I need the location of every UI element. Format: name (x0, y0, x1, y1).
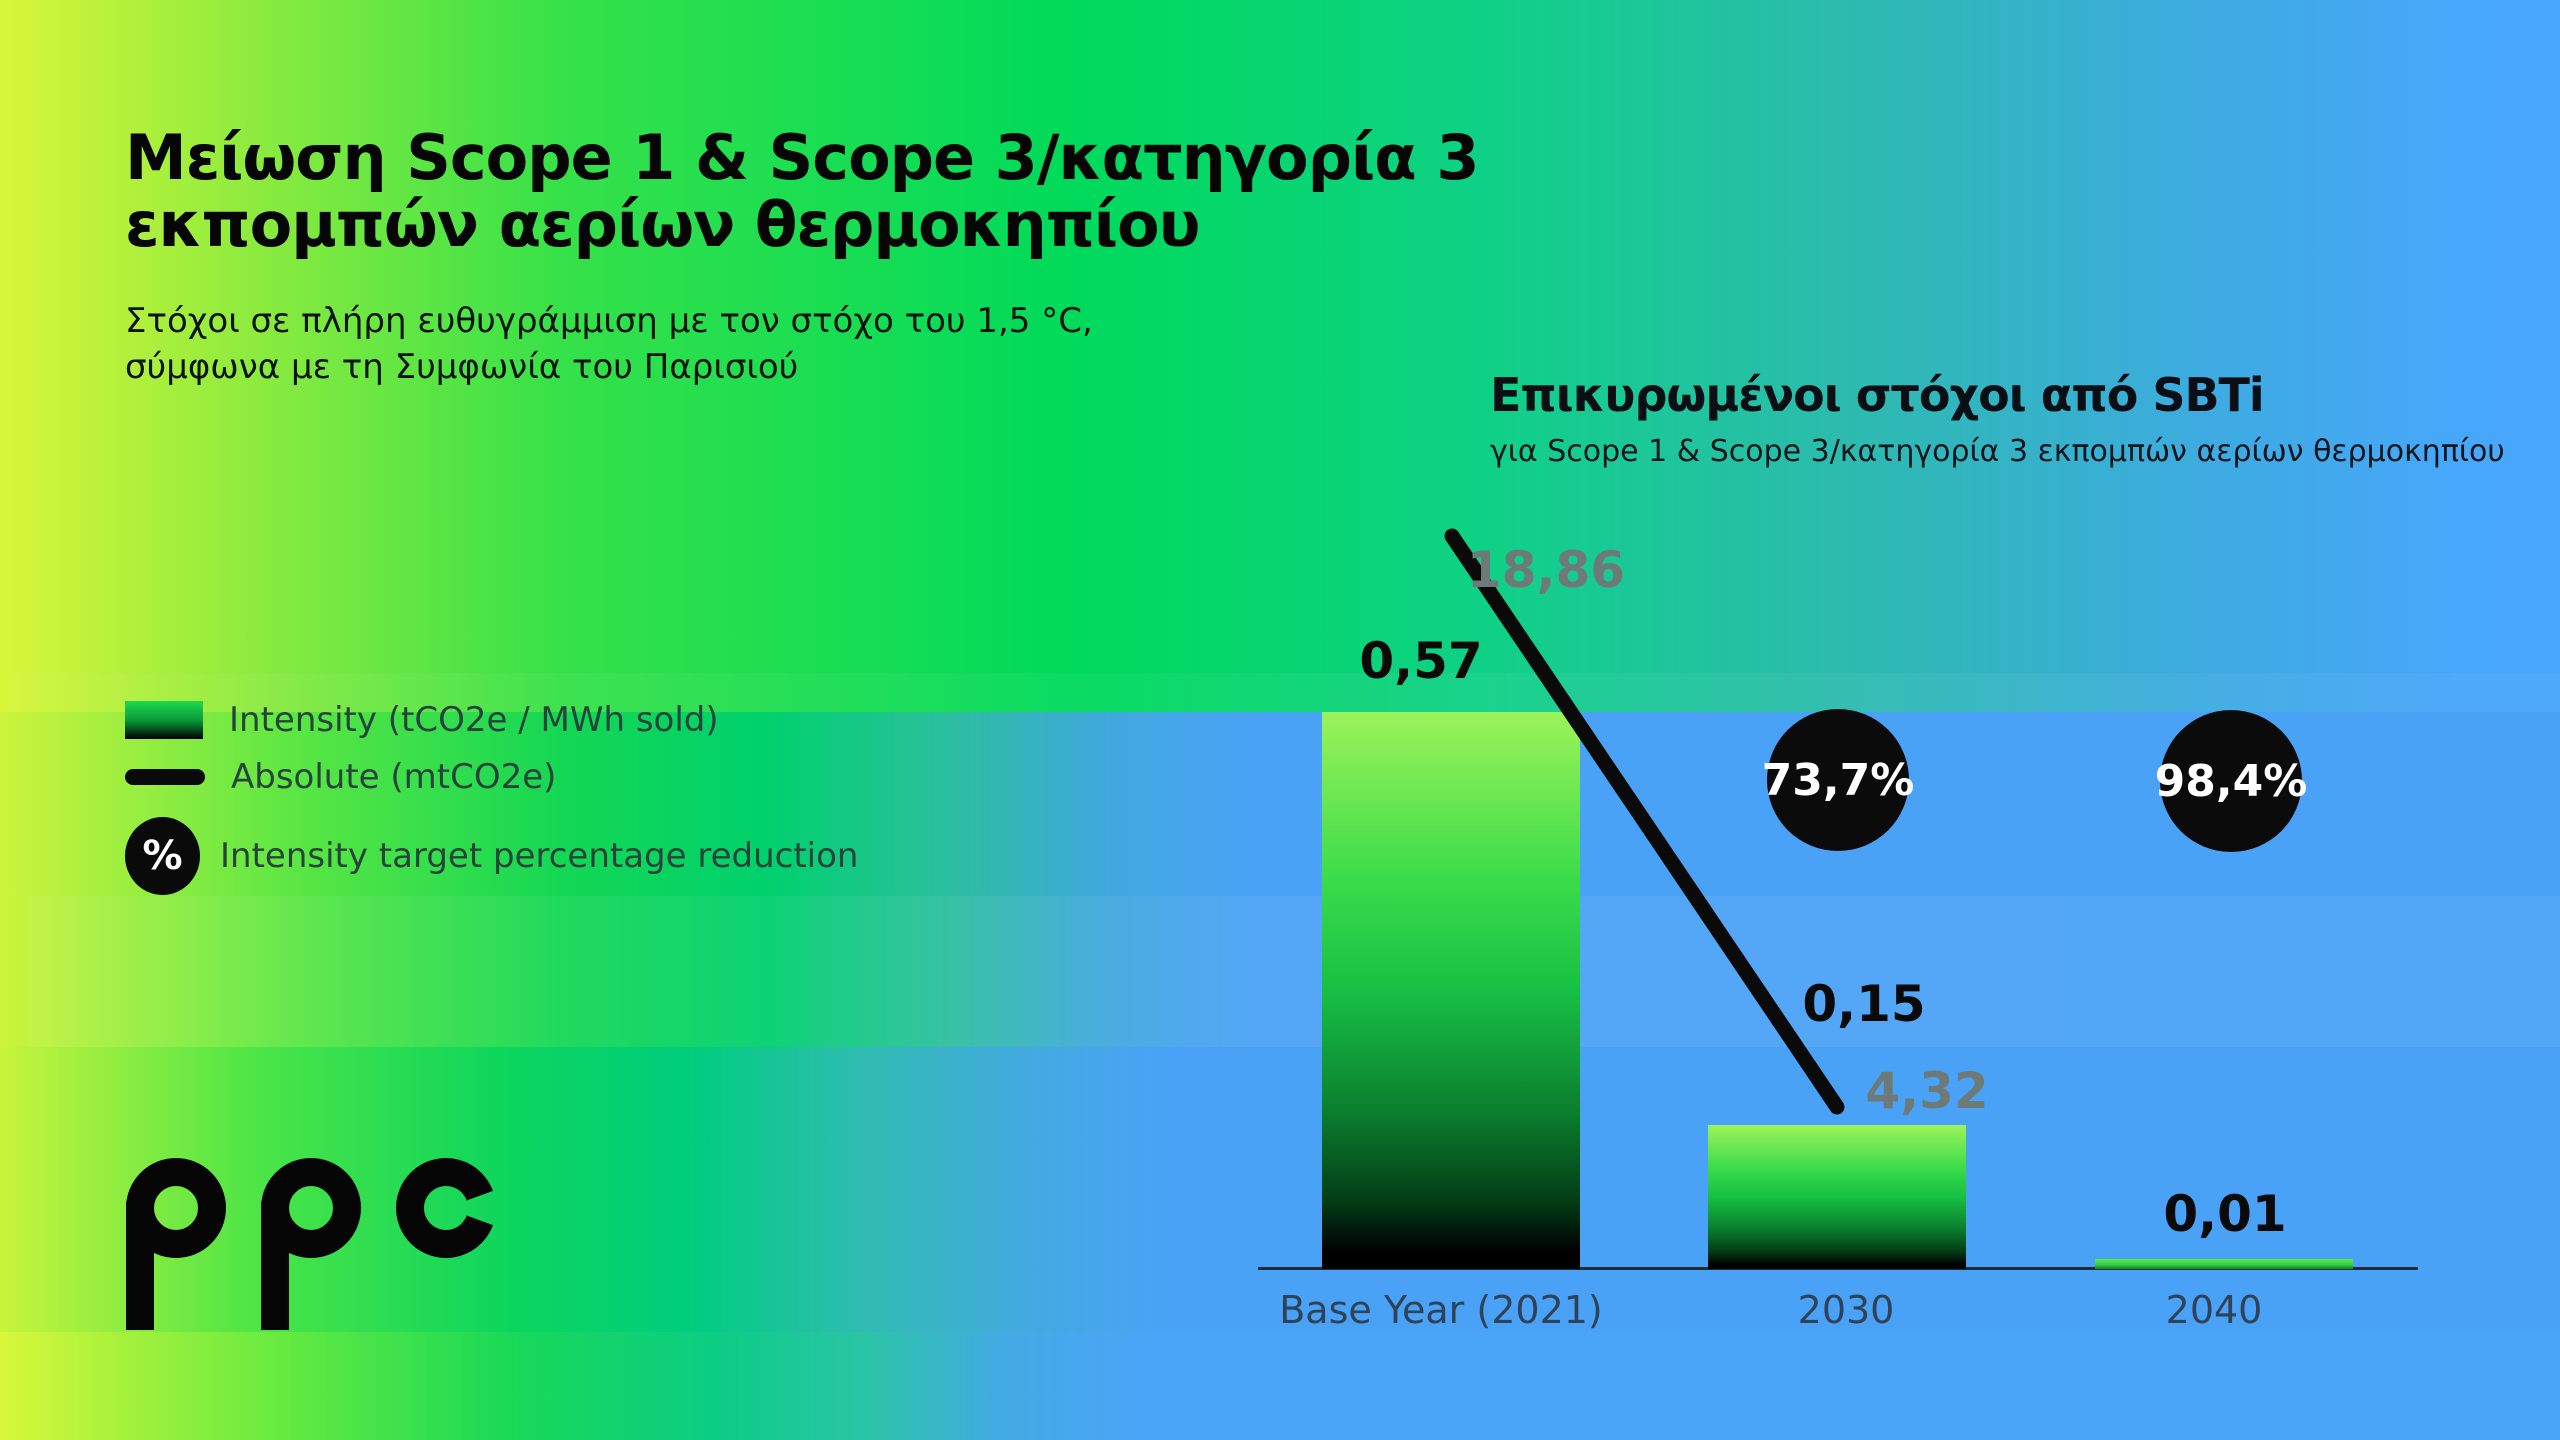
background-band-top (0, 0, 2560, 712)
page-title-line1: Μείωση Scope 1 & Scope 3/κατηγορία 3 (125, 121, 1479, 194)
line-value-label-base-year: 18,86 (1466, 541, 1626, 599)
absolute-line-swatch-icon (125, 769, 205, 785)
background-sheen-strip (12, 673, 2560, 712)
bar-2040 (2095, 1259, 2353, 1269)
bar-base-year-2021 (1322, 712, 1580, 1269)
bar-value-label-base-year: 0,57 (1359, 632, 1483, 690)
x-axis-label-2030: 2030 (1797, 1288, 1895, 1332)
page-title: Μείωση Scope 1 & Scope 3/κατηγορία 3 εκπ… (125, 124, 1479, 258)
intensity-bar-swatch-icon (125, 701, 203, 739)
sbti-heading: Επικυρωμένοι στόχοι από SBTi (1490, 368, 2265, 422)
target-badge-2030: 73,7% (1762, 709, 1914, 851)
target-badge-2040: 98,4% (2155, 710, 2307, 852)
x-axis-label-base-year: Base Year (2021) (1279, 1288, 1603, 1332)
sbti-subheading: για Scope 1 & Scope 3/κατηγορία 3 εκπομπ… (1490, 434, 2505, 469)
page-subtitle-line2: σύμφωνα με τη Συμφωνία του Παρισιού (125, 347, 799, 387)
percent-circle-icon: % (125, 817, 200, 895)
bar-value-label-2040: 0,01 (2163, 1185, 2287, 1243)
bar-2030 (1708, 1125, 1966, 1269)
legend-item-intensity: Intensity (tCO2e / MWh sold) (125, 700, 719, 740)
line-value-label-2030: 4,32 (1865, 1062, 1989, 1120)
background-band-upper-middle (0, 712, 2560, 1047)
page-subtitle: Στόχοι σε πλήρη ευθυγράμμιση με τον στόχ… (125, 298, 1093, 390)
ppc-logo (126, 1158, 493, 1330)
legend-item-target-reduction: % Intensity target percentage reduction (125, 817, 858, 895)
background-sheen-strip (28, 896, 2560, 1047)
page-subtitle-line1: Στόχοι σε πλήρη ευθυγράμμιση με τον στόχ… (125, 301, 1093, 341)
background-band-bottom (0, 1332, 2560, 1440)
legend-item-label: Absolute (mtCO2e) (231, 757, 557, 797)
sbti-block: Επικυρωμένοι στόχοι από SBTi για Scope 1… (1490, 368, 2505, 469)
page-title-line2: εκπομπών αερίων θερμοκηπίου (125, 188, 1200, 261)
x-axis-label-2040: 2040 (2165, 1288, 2263, 1332)
legend-item-absolute: Absolute (mtCO2e) (125, 757, 556, 797)
bar-value-label-2030: 0,15 (1802, 975, 1926, 1033)
legend-item-label: Intensity (tCO2e / MWh sold) (229, 700, 719, 740)
legend-item-label: Intensity target percentage reduction (220, 836, 859, 876)
